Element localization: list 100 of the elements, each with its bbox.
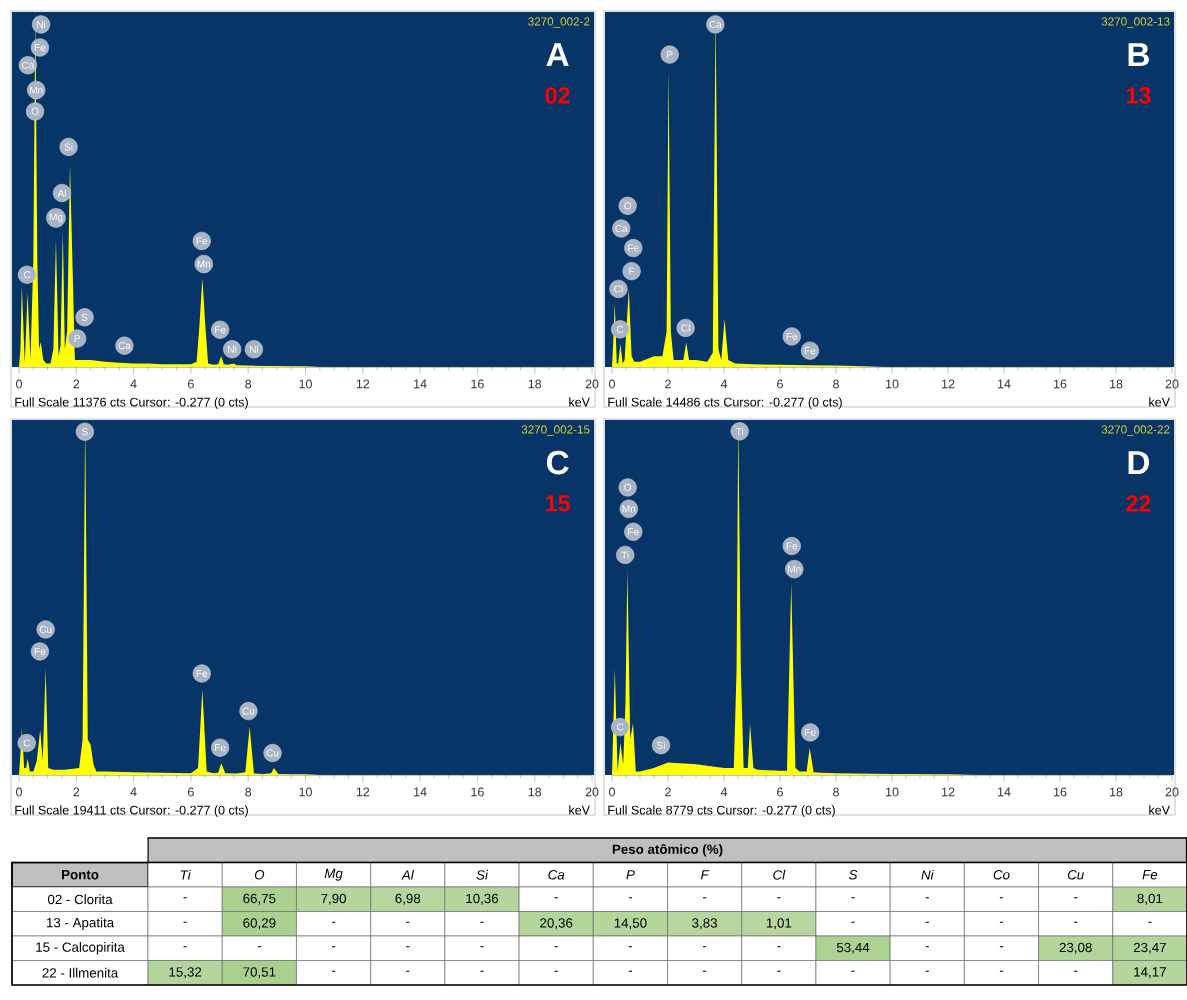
x-tick-label: Fe	[1142, 870, 1158, 880]
annotation: Cu	[242, 707, 255, 715]
x-tick-label: 0	[609, 379, 615, 389]
x-tick-label: 10	[886, 787, 899, 797]
x-tick-label: Cl	[773, 869, 786, 880]
x-tick-label: 6	[777, 787, 783, 797]
annotation: Mn	[622, 505, 636, 513]
text: -	[331, 921, 336, 923]
data-label: 53,44	[836, 942, 870, 954]
x-tick-label: 8	[245, 379, 252, 389]
text: 13	[1126, 87, 1151, 104]
text: -	[628, 946, 633, 948]
text: -	[851, 970, 855, 972]
x-tick-label: 16	[471, 787, 484, 797]
annotation: P	[74, 335, 80, 343]
annotation: Ni	[37, 20, 46, 29]
y-tick-label: 15 - Calcopirita	[36, 942, 125, 955]
x-tick-label: 12	[356, 379, 370, 389]
x-tick-label: 2	[73, 379, 80, 389]
text: -	[925, 946, 929, 948]
x-tick-label: 4	[130, 787, 137, 797]
text: -	[183, 946, 187, 948]
x-tick-label: Ca	[548, 870, 565, 880]
x-axis-title: keV	[1149, 805, 1170, 815]
text: -	[703, 970, 707, 972]
annotation: Cu	[266, 749, 279, 757]
text: -	[554, 897, 558, 899]
data-label: 10,36	[466, 893, 499, 905]
x-tick-label: 12	[942, 787, 955, 797]
x-tick-label: 18	[528, 379, 542, 389]
data-label: 6,98	[395, 893, 421, 905]
annotation: Fe	[196, 669, 208, 677]
text: -	[1074, 970, 1078, 972]
y-tick-label: 02 - Clorita	[47, 894, 113, 905]
text: -	[1148, 921, 1152, 923]
annotation: O	[31, 107, 39, 115]
annotation: 3270_002-22	[1101, 425, 1170, 436]
text: -	[554, 970, 558, 972]
data-label: 23,47	[1133, 942, 1166, 954]
annotation: Cu	[39, 625, 52, 633]
text: -	[257, 946, 261, 948]
x-tick-label: 6	[188, 787, 194, 797]
x-tick-label: O	[254, 870, 265, 880]
x-tick-label: 4	[720, 379, 728, 389]
x-tick-label: 18	[1110, 379, 1123, 389]
x-tick-label: 8	[833, 787, 839, 797]
x-tick-label: 14	[998, 787, 1011, 797]
annotation: S	[82, 428, 88, 436]
text: -	[406, 946, 410, 948]
text: -	[925, 970, 929, 972]
text: 02	[545, 87, 570, 104]
annotation: Fe	[34, 44, 46, 51]
x-tick-label: F	[700, 870, 710, 880]
x-tick-label: 14	[414, 787, 427, 797]
x-tick-label: 14	[998, 379, 1011, 389]
text: -	[628, 970, 633, 972]
text: -	[777, 897, 781, 899]
annotation: Ti	[735, 427, 743, 435]
text: -	[480, 946, 484, 948]
x-tick-label: 2	[665, 787, 671, 797]
data-label: 15,32	[169, 967, 202, 979]
x-tick-label: Cu	[1067, 870, 1084, 880]
annotation: Ni	[250, 345, 258, 353]
text: 15	[546, 495, 570, 512]
data-label: 23,08	[1059, 942, 1092, 954]
annotation: Ca	[118, 342, 131, 350]
x-tick-label: Ti	[180, 869, 191, 880]
x-axis-title: keV	[1149, 397, 1170, 407]
annotation: Ca	[21, 61, 35, 69]
annotation: F	[629, 267, 635, 275]
x-tick-label: Si	[476, 869, 489, 880]
x-tick-label: 6	[777, 379, 783, 389]
annotation: 3270_002-15	[521, 425, 590, 436]
annotation: Cl	[614, 285, 623, 293]
x-tick-label: 6	[188, 379, 194, 389]
text: Full Scale 11376 cts Cursor: -0.277 (0 cts)	[15, 397, 248, 409]
text: -	[925, 897, 929, 899]
text: C	[546, 450, 569, 475]
x-tick-label: 2	[665, 379, 671, 389]
annotation: 3270_002-2	[528, 17, 590, 28]
text: B	[1128, 43, 1149, 67]
annotation: Mn	[197, 260, 211, 268]
data-label: 20,36	[540, 918, 573, 930]
text: -	[999, 921, 1004, 923]
text: -	[480, 921, 484, 923]
x-tick-label: 12	[356, 787, 370, 797]
text: Full Scale 8779 cts Cursor: -0.277 (0 cts)	[608, 805, 835, 817]
x-tick-label: 20	[1165, 787, 1179, 797]
annotation: 3270_002-13	[1101, 17, 1170, 28]
x-tick-label: 18	[1110, 787, 1123, 797]
text: -	[480, 970, 484, 972]
annotation: C	[617, 723, 624, 731]
data-label: 7,90	[321, 893, 347, 905]
data-label: 3,83	[692, 918, 718, 930]
x-axis-title: keV	[569, 805, 590, 815]
x-tick-label: 8	[833, 379, 839, 389]
annotation: P	[667, 51, 673, 59]
x-tick-label: 4	[130, 379, 137, 389]
text: Full Scale 14486 cts Cursor: -0.277 (0 cts)	[608, 397, 842, 409]
text: -	[628, 897, 633, 899]
